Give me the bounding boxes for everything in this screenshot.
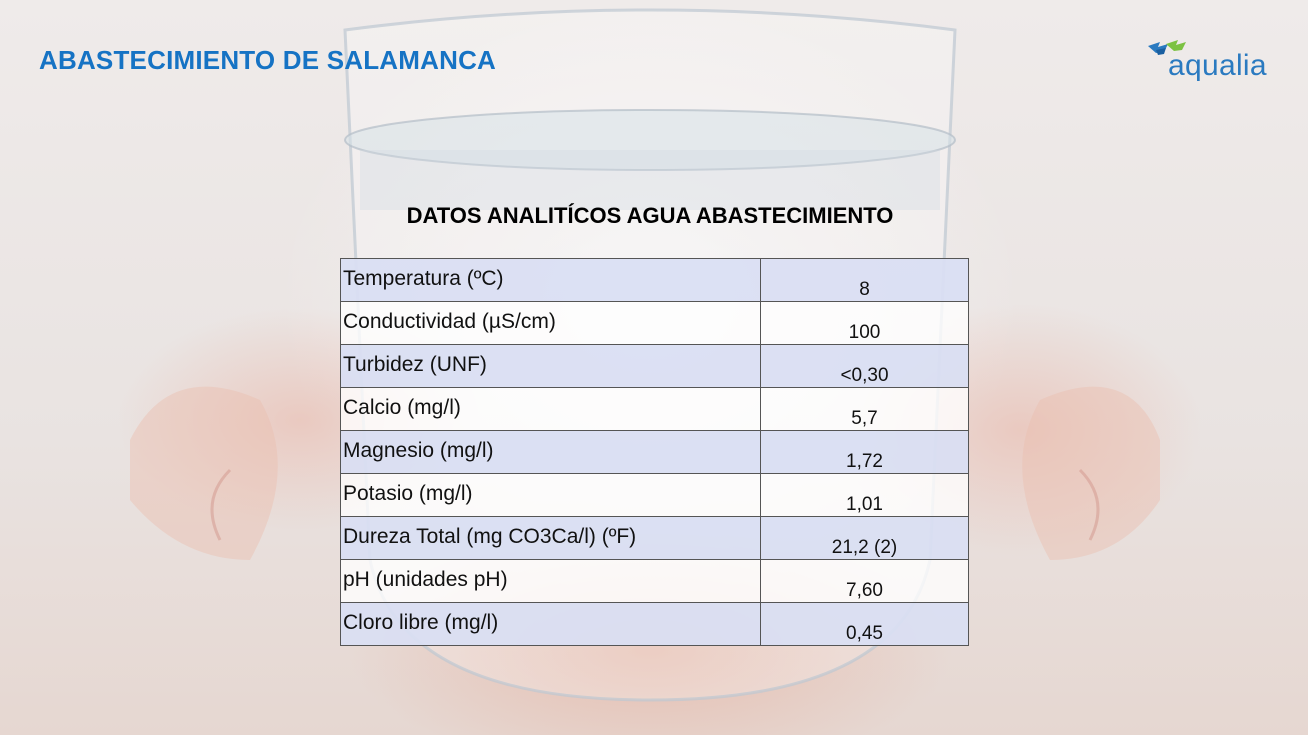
param-cell: Potasio (mg/l)	[340, 473, 761, 517]
analysis-table: Temperatura (ºC) 8 Conductividad (µS/cm)…	[340, 258, 969, 646]
table-row: Magnesio (mg/l) 1,72	[340, 430, 969, 474]
param-cell: Calcio (mg/l)	[340, 387, 761, 431]
table-title: DATOS ANALITÍCOS AGUA ABASTECIMIENTO	[406, 203, 894, 228]
value-cell: 7,60	[760, 559, 969, 603]
param-cell: Temperatura (ºC)	[340, 258, 761, 302]
table-row: Turbidez (UNF) <0,30	[340, 344, 969, 388]
value-cell: 8	[760, 258, 969, 302]
param-cell: Conductividad (µS/cm)	[340, 301, 761, 345]
table-row: Cloro libre (mg/l) 0,45	[340, 602, 969, 646]
aqualia-logo: aqualia	[1142, 38, 1282, 88]
param-cell: pH (unidades pH)	[340, 559, 761, 603]
value-cell: 1,01	[760, 473, 969, 517]
table-row: Conductividad (µS/cm) 100	[340, 301, 969, 345]
table-row: Calcio (mg/l) 5,7	[340, 387, 969, 431]
value-cell: 1,72	[760, 430, 969, 474]
page-title: ABASTECIMIENTO DE SALAMANCA	[39, 45, 497, 75]
param-cell: Cloro libre (mg/l)	[340, 602, 761, 646]
value-cell: 0,45	[760, 602, 969, 646]
value-cell: 21,2 (2)	[760, 516, 969, 560]
table-row: Dureza Total (mg CO3Ca/l) (ºF) 21,2 (2)	[340, 516, 969, 560]
aqualia-fish-icon	[1148, 40, 1186, 55]
param-cell: Turbidez (UNF)	[340, 344, 761, 388]
table-row: Temperatura (ºC) 8	[340, 258, 969, 302]
table-row: pH (unidades pH) 7,60	[340, 559, 969, 603]
logo-text: aqualia	[1168, 49, 1267, 82]
value-cell: 100	[760, 301, 969, 345]
param-cell: Dureza Total (mg CO3Ca/l) (ºF)	[340, 516, 761, 560]
value-cell: 5,7	[760, 387, 969, 431]
param-cell: Magnesio (mg/l)	[340, 430, 761, 474]
value-cell: <0,30	[760, 344, 969, 388]
table-row: Potasio (mg/l) 1,01	[340, 473, 969, 517]
